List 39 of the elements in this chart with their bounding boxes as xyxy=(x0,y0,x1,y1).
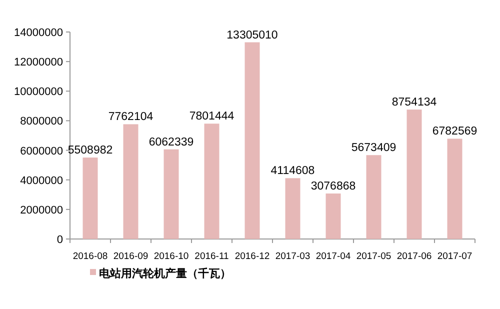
y-tick-label: 10000000 xyxy=(14,86,63,98)
x-tick-label: 2016-11 xyxy=(194,251,229,262)
data-label: 3076868 xyxy=(310,180,356,193)
data-label: 13305010 xyxy=(226,29,278,42)
data-label: 7801444 xyxy=(189,110,235,123)
x-tick-label: 2016-12 xyxy=(234,251,270,262)
x-tick-label: 2017-03 xyxy=(275,251,310,262)
bar xyxy=(366,155,382,239)
y-tick-label: 2000000 xyxy=(20,204,63,216)
y-tick-label: 4000000 xyxy=(20,174,63,187)
bar xyxy=(244,42,260,239)
bar xyxy=(326,194,341,239)
bar xyxy=(406,110,422,239)
y-tick-label: 8000000 xyxy=(20,116,63,128)
y-tick-label: 12000000 xyxy=(14,56,63,69)
y-tick-label: 14000000 xyxy=(14,27,63,39)
x-tick-label: 2017-06 xyxy=(396,251,432,262)
x-tick-label: 2016-08 xyxy=(72,251,108,262)
bar xyxy=(82,158,98,239)
x-tick-label: 2017-07 xyxy=(437,251,472,262)
bar xyxy=(447,138,462,239)
data-label: 6782569 xyxy=(432,126,478,138)
y-tick-label: 6000000 xyxy=(20,145,63,158)
data-label: 6062339 xyxy=(148,136,194,148)
bar xyxy=(123,124,138,239)
x-tick-label: 2017-05 xyxy=(356,251,392,262)
x-tick-label: 2017-04 xyxy=(316,251,351,262)
data-label: 4114608 xyxy=(270,165,315,178)
x-tick-label: 2016-09 xyxy=(113,251,148,262)
x-tick-label: 2016-10 xyxy=(154,251,189,262)
bar xyxy=(285,178,300,239)
data-label: 7762104 xyxy=(108,111,154,124)
y-tick-label: 0 xyxy=(56,234,63,246)
bar xyxy=(164,149,179,239)
data-label: 5673409 xyxy=(351,142,396,154)
data-label: 8754134 xyxy=(392,96,438,109)
data-label: 5508982 xyxy=(68,144,113,157)
bar xyxy=(204,124,220,239)
legend-label: 电站用汽轮机产量（千瓦） xyxy=(99,267,231,280)
